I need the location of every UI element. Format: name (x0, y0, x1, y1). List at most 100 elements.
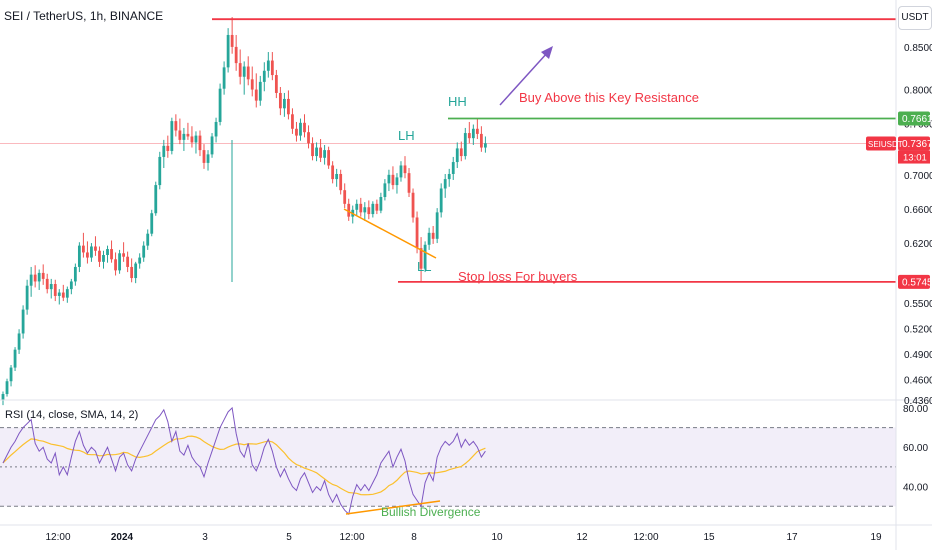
candle-body (33, 274, 37, 282)
candle-body (122, 253, 125, 257)
candle-body (86, 252, 89, 258)
time-tick-label: 8 (411, 532, 417, 543)
price-label-box (898, 136, 930, 151)
time-tick-label: 10 (491, 532, 503, 543)
candle-body (102, 255, 105, 262)
price-tick-label: 0.5200 (904, 324, 932, 335)
candle-body (17, 333, 21, 350)
candles (1, 17, 487, 406)
candle-body (210, 136, 214, 155)
time-tick-label: 15 (703, 532, 715, 543)
candle-body (419, 248, 423, 269)
price-tick-label: 0.8000 (904, 86, 932, 97)
price-label-text: 0.7367 (902, 139, 932, 150)
candle-body (254, 89, 258, 101)
price-label-box (898, 111, 930, 126)
currency-button[interactable]: USDT (898, 6, 932, 30)
rsi-line (2, 406, 486, 516)
hh-label: HH (448, 94, 467, 109)
candle-body (287, 98, 290, 115)
candle-body (198, 135, 202, 151)
candle-body (238, 63, 242, 77)
time-tick-label: 3 (202, 532, 208, 543)
candle-body (37, 272, 41, 282)
candle-body (270, 60, 274, 76)
ll-label: LL (417, 259, 431, 274)
candle-body (5, 381, 9, 395)
bullish-divergence-line (345, 500, 441, 515)
time-tick-label: 12 (576, 532, 588, 543)
candle-body (331, 165, 335, 180)
candle-body (479, 133, 483, 148)
candle-body (383, 183, 387, 198)
candle-body (9, 367, 13, 382)
candle-body (339, 173, 343, 191)
candle-body (403, 165, 407, 174)
candle-body (65, 289, 69, 298)
candle-body (118, 253, 121, 271)
candle-body (162, 145, 166, 157)
bullish-divergence-label: Bullish Divergence (381, 505, 481, 519)
candle-body (319, 147, 322, 158)
candle-body (451, 162, 455, 174)
candle-body (13, 349, 17, 368)
candle-body (415, 217, 419, 249)
candle-body (134, 263, 138, 279)
candle-body (475, 128, 479, 134)
candle-body (73, 266, 77, 282)
candle-body (69, 281, 73, 290)
rsi-axis: 80.00 60.00 40.00 (903, 404, 928, 494)
candle-body (299, 122, 302, 136)
candle-body (359, 203, 363, 213)
rsi-tick-label: 60.00 (903, 443, 928, 454)
target-arrow-line[interactable] (499, 51, 549, 106)
price-tick-label: 0.4360 (904, 396, 932, 407)
price-tick-label: 0.5500 (904, 299, 932, 310)
candle-body (202, 150, 206, 163)
candle-body (283, 98, 286, 109)
candle-body (363, 207, 367, 213)
candle-body (146, 233, 150, 246)
candle-body (411, 192, 415, 218)
stop-loss-note: Stop loss For buyers (458, 269, 578, 284)
candle-body (154, 185, 158, 214)
candle-body (295, 128, 298, 136)
candle-body (130, 266, 134, 279)
price-label-text: 0.7661 (902, 114, 932, 125)
candle-body (379, 197, 383, 211)
price-label-box (898, 274, 930, 289)
candle-body (182, 133, 186, 140)
candle-body (335, 173, 339, 180)
candle-body (194, 135, 198, 143)
candle-body (110, 249, 113, 260)
price-tick-label: 0.4900 (904, 350, 932, 361)
candle-body (142, 245, 146, 258)
rsi-panel[interactable]: RSI (14, close, SMA, 14, 2) Bullish Dive… (0, 404, 928, 519)
candle-body (49, 284, 53, 290)
price-panel[interactable]: HH LH LL Buy Above this Key Resistance S… (0, 17, 896, 406)
candle-body (459, 148, 463, 157)
countdown-text: 13:01 (903, 153, 927, 164)
time-tick-label: 12:00 (339, 532, 364, 543)
rsi-tick-label: 40.00 (903, 483, 928, 494)
candle-body (291, 114, 294, 129)
rsi-ma-line (2, 435, 486, 496)
target-arrow-head (541, 46, 553, 59)
candle-body (158, 156, 162, 186)
candle-body (25, 285, 29, 310)
price-tick-label: 0.4600 (904, 376, 932, 387)
candle-body (347, 203, 351, 217)
candle-body (186, 133, 190, 137)
rsi-tick-label: 80.00 (903, 404, 928, 415)
candle-body (343, 190, 347, 204)
candle-body (53, 284, 57, 296)
lower-low-trend-line[interactable] (343, 208, 437, 259)
price-tick-label: 0.8500 (904, 43, 932, 54)
candle-body (41, 272, 45, 279)
candle-body (327, 150, 331, 166)
candle-body (178, 130, 182, 140)
candle-body (391, 174, 395, 186)
time-axis[interactable]: 12:00 2024 3 5 12:00 8 10 12 12:00 15 17 19 (45, 532, 882, 543)
